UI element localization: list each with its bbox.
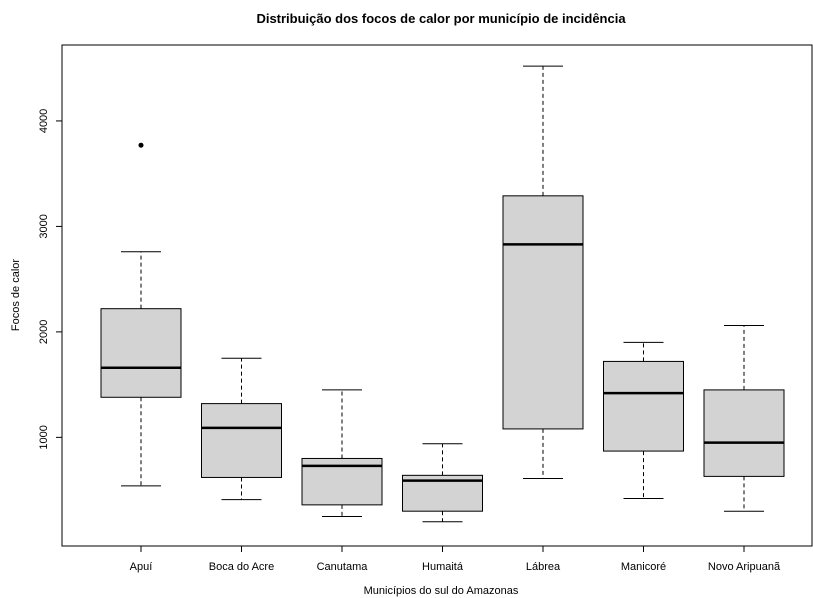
y-tick-label: 3000 — [38, 214, 50, 238]
chart-title: Distribuição dos focos de calor por muni… — [256, 11, 626, 26]
x-tick-label: Novo Aripuanã — [708, 561, 781, 573]
box-iqr — [201, 403, 282, 478]
box-iqr — [603, 360, 684, 452]
box-1 — [201, 357, 282, 501]
y-axis: 1000 2000 3000 4000 — [38, 109, 63, 450]
x-tick-label: Lábrea — [526, 561, 561, 573]
x-tick-label: Manicoré — [621, 561, 666, 573]
x-axis: Apuí Boca do Acre Canutama Humaitá Lábrea Man… — [130, 545, 781, 573]
plot-frame — [61, 44, 813, 547]
x-tick-label: Apuí — [130, 561, 153, 573]
x-axis-label: Municípios do sul do Amazonas — [364, 585, 519, 597]
y-tick-label: 4000 — [38, 109, 50, 133]
y-axis-label: Focos de calor — [10, 259, 22, 331]
box-iqr — [703, 389, 785, 477]
y-tick-label: 1000 — [38, 425, 50, 449]
boxes-group — [100, 65, 785, 523]
x-tick-label: Boca do Acre — [209, 561, 274, 573]
box-6 — [703, 325, 785, 512]
box-2 — [301, 389, 383, 517]
box-iqr — [100, 308, 182, 398]
x-tick-label: Humaitá — [422, 561, 464, 573]
box-0 — [100, 142, 182, 487]
box-3 — [402, 443, 483, 523]
box-iqr — [502, 195, 584, 430]
box-5 — [603, 341, 684, 500]
box-4 — [502, 65, 584, 479]
y-tick-label: 2000 — [38, 320, 50, 344]
x-tick-label: Canutama — [317, 561, 369, 573]
outlier-point — [138, 142, 144, 148]
